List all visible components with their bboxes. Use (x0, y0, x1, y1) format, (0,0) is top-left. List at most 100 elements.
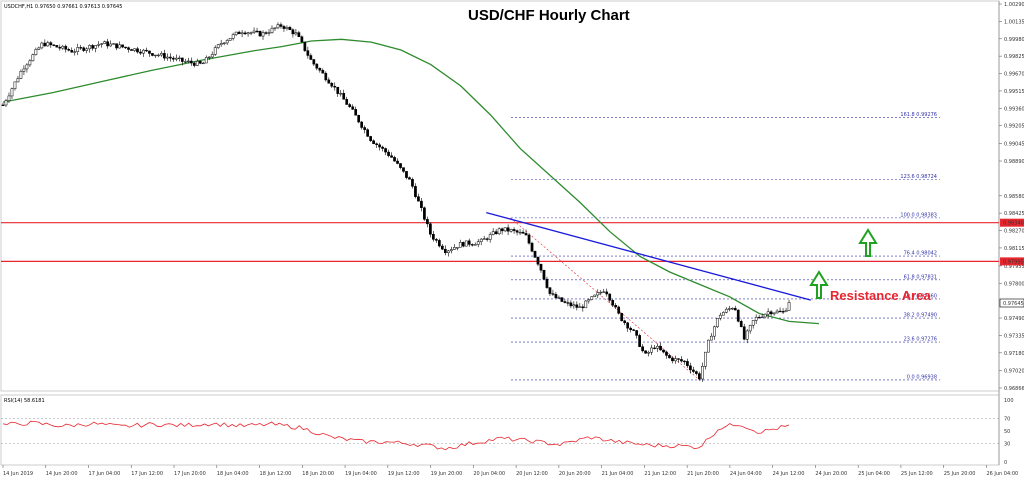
x-tick-label: 20 Jun 20:00 (559, 471, 591, 477)
candle-body (381, 146, 384, 149)
candle-body (195, 61, 199, 66)
candle-body (76, 47, 80, 52)
candle-body (327, 79, 331, 84)
candle-body (148, 50, 151, 54)
candle-body (563, 301, 567, 303)
y-tick-label: 0.99825 (1004, 54, 1024, 60)
candle-body (429, 223, 432, 235)
candle-body (270, 27, 274, 33)
level-price-box (1000, 218, 1024, 227)
x-tick-label: 17 Jun 12:00 (131, 471, 163, 477)
candle-body (653, 347, 656, 349)
candle-body (560, 297, 564, 302)
candle-body (748, 324, 752, 332)
horizontal-levels: 0.98340 0.97995 (1, 218, 1024, 266)
y-tick-label: 0.97335 (1004, 333, 1024, 339)
candle-body (46, 42, 50, 47)
y-tick-label: 0.99515 (1004, 89, 1024, 95)
candle-body (166, 56, 169, 59)
y-tick-label: 0.98115 (1004, 246, 1024, 252)
candle-body (186, 60, 190, 63)
candle-body (414, 186, 417, 197)
candle-body (264, 32, 268, 34)
candle-body (662, 349, 665, 353)
candle-body (154, 54, 157, 57)
up-arrow-icon (809, 270, 829, 299)
fib-level-label: 50.0 0.97660 (904, 293, 937, 299)
y-tick-label: 0.99205 (1004, 124, 1024, 130)
candle-body (336, 86, 340, 94)
candle-body (784, 310, 788, 312)
candle-body (769, 311, 773, 315)
candle-body (575, 304, 579, 308)
y-tick-label: 0.97955 (1004, 264, 1024, 270)
candle-body (13, 81, 17, 89)
x-tick-label: 17 Jun 20:00 (174, 471, 206, 477)
fib-level-label: 161.8 0.99276 (900, 112, 937, 118)
y-tick-label: 0.99980 (1004, 37, 1024, 43)
candle-body (351, 106, 355, 110)
candle-body (590, 296, 594, 300)
x-tick-label: 24 Jun 20:00 (815, 471, 847, 477)
candle-body (417, 196, 420, 202)
candle-body (527, 234, 531, 244)
candle-body (339, 93, 343, 95)
candle-body (285, 27, 289, 29)
candle-body (405, 171, 408, 178)
candle-body (665, 351, 668, 356)
candle-body (581, 306, 585, 309)
candle-body (393, 157, 396, 162)
candle-body (698, 373, 701, 380)
candle-body (781, 311, 785, 313)
candle-body (79, 47, 83, 49)
y-tick-label: 1.00290 (1004, 2, 1024, 8)
candle-body (709, 335, 713, 341)
candle-body (315, 63, 319, 69)
candle-body (169, 56, 172, 59)
candle-body (533, 251, 537, 258)
x-axis: 14 Jun 2019 14 Jun 20:00 17 Jun 04:00 17 Ju… (2, 465, 1018, 477)
candle-body (751, 320, 755, 326)
chart-title: USD/CHF Hourly Chart (468, 7, 630, 24)
candle-body (772, 312, 776, 315)
candle-body (357, 114, 361, 123)
moving-average-line (2, 38, 819, 325)
candle-body (542, 269, 546, 280)
candle-body (124, 46, 127, 49)
y-tick-label: 0.99360 (1004, 106, 1024, 112)
candle-body (479, 238, 483, 242)
candle-body (16, 78, 20, 83)
candle-body (763, 313, 767, 318)
candle-body (142, 49, 145, 54)
candle-body (64, 45, 68, 50)
x-tick-label: 18 Jun 20:00 (302, 471, 334, 477)
candle-body (686, 361, 689, 367)
x-tick-label: 20 Jun 12:00 (516, 471, 548, 477)
fib-level-label: 123.6 0.98724 (900, 174, 937, 180)
fib-level-label: 0.0 0.96938 (907, 374, 937, 380)
x-tick-label: 25 Jun 20:00 (944, 471, 976, 477)
candle-body (539, 263, 543, 271)
candle-body (258, 30, 262, 37)
candle-body (399, 163, 402, 168)
candle-body (491, 231, 495, 235)
y-tick-label: 0.98425 (1004, 211, 1024, 217)
candle-body (635, 330, 638, 336)
candle-body (321, 70, 325, 74)
candle-body (61, 45, 65, 49)
rsi-indicator: 100 70 50 30 0 (1, 398, 1014, 466)
candle-body (112, 43, 115, 45)
candle-body (115, 43, 118, 49)
candle-body (133, 48, 136, 51)
candle-body (587, 299, 591, 302)
candle-body (757, 316, 761, 319)
candle-body (378, 144, 381, 148)
x-tick-label: 18 Jun 04:00 (217, 471, 249, 477)
candle-body (163, 53, 166, 59)
candle-body (521, 231, 525, 234)
candle-body (300, 36, 304, 43)
candle-body (103, 41, 106, 44)
candle-body (43, 42, 47, 47)
candle-body (309, 55, 313, 60)
candle-body (94, 45, 98, 49)
